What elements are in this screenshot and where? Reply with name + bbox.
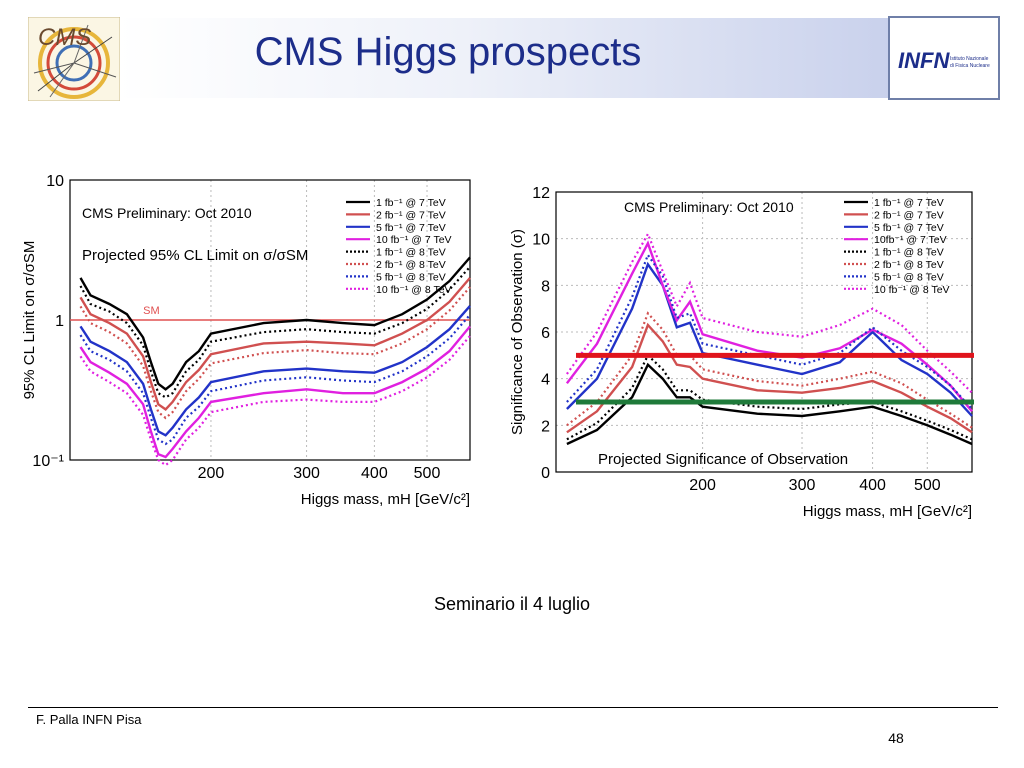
y-tick-label: 6 xyxy=(541,325,550,342)
y-tick-label: 0 xyxy=(541,465,550,482)
y-tick-label: 10 xyxy=(46,173,64,190)
x-tick-label: 200 xyxy=(198,465,225,482)
y-axis-label: Significance of Observation (σ) xyxy=(509,229,526,435)
x-tick-label: 400 xyxy=(859,477,886,494)
cms-logo-icon: CMS xyxy=(27,16,121,102)
chart-subtitle: Projected Significance of Observation xyxy=(598,451,848,468)
y-tick-label: 12 xyxy=(532,185,550,202)
footer-author: F. Palla INFN Pisa xyxy=(36,712,142,727)
y-tick-label: 1 xyxy=(55,313,64,330)
sm-reference-label: SM xyxy=(143,305,160,317)
y-tick-label: 10 xyxy=(532,232,550,249)
series-line xyxy=(566,261,973,417)
series-line xyxy=(79,305,471,437)
legend-label: 10fb⁻¹ @ 7 TeV xyxy=(874,234,947,246)
x-tick-label: 200 xyxy=(689,477,716,494)
slide-caption: Seminario il 4 luglio xyxy=(433,594,591,614)
legend-label: 1 fb⁻¹ @ 7 TeV xyxy=(376,197,446,209)
legend-label: 2 fb⁻¹ @ 8 TeV xyxy=(874,259,944,271)
series-line xyxy=(566,252,973,410)
svg-text:di Fisica Nucleare: di Fisica Nucleare xyxy=(950,63,990,69)
page-number: 48 xyxy=(888,730,904,746)
legend-label: 5 fb⁻¹ @ 8 TeV xyxy=(376,271,446,283)
title-band xyxy=(118,18,890,98)
legend-label: 2 fb⁻¹ @ 7 TeV xyxy=(376,209,446,221)
limit-chart: 200 300 400 500 10 1 10⁻¹ Higgs mass, mH [GeV/c… xyxy=(20,160,476,522)
series-line xyxy=(566,311,973,429)
legend-label: 2 fb⁻¹ @ 8 TeV xyxy=(376,259,446,271)
series-line xyxy=(79,335,471,467)
series-line xyxy=(79,266,471,399)
legend-label: 10 fb⁻¹ @ 8 TeV xyxy=(874,284,950,296)
chart-subtitle: Projected 95% CL Limit on σ/σSM xyxy=(82,247,308,264)
x-axis-label: Higgs mass, mH [GeV/c²] xyxy=(803,503,972,520)
y-tick-label: 10⁻¹ xyxy=(32,453,64,470)
chart-title: CMS Preliminary: Oct 2010 xyxy=(624,199,794,215)
svg-text:INFN: INFN xyxy=(898,48,950,73)
series-line xyxy=(79,314,471,446)
series-line xyxy=(79,286,471,420)
legend-label: 10 fb⁻¹ @ 7 TeV xyxy=(376,234,452,246)
legend-label: 10 fb⁻¹ @ 8 TeV xyxy=(376,284,452,296)
legend-label: 5 fb⁻¹ @ 7 TeV xyxy=(376,222,446,234)
svg-text:Istituto Nazionale: Istituto Nazionale xyxy=(950,56,989,62)
x-tick-label: 400 xyxy=(361,465,388,482)
svg-text:CMS: CMS xyxy=(38,24,91,51)
plot-frame xyxy=(555,191,973,473)
significance-chart: 200 300 400 500 0 2 4 6 8 10 12 Higgs mass, mH [GeV… xyxy=(506,172,976,534)
series-line xyxy=(79,277,471,411)
series-line xyxy=(566,362,973,446)
series-line xyxy=(79,325,471,459)
chart-title: CMS Preliminary: Oct 2010 xyxy=(82,205,252,221)
y-tick-label: 8 xyxy=(541,278,550,295)
legend-label: 5 fb⁻¹ @ 8 TeV xyxy=(874,271,944,283)
footer-divider xyxy=(28,707,998,708)
x-tick-label: 500 xyxy=(914,477,941,494)
y-tick-label: 2 xyxy=(541,418,550,435)
x-tick-label: 500 xyxy=(414,465,441,482)
legend-label: 1 fb⁻¹ @ 8 TeV xyxy=(376,247,446,259)
legend-label: 1 fb⁻¹ @ 8 TeV xyxy=(874,247,944,259)
x-axis-label: Higgs mass, mH [GeV/c²] xyxy=(301,491,470,508)
y-axis-label: 95% CL Limit on σ/σSM xyxy=(21,241,38,400)
series-line xyxy=(79,256,471,391)
legend-label: 1 fb⁻¹ @ 7 TeV xyxy=(874,197,944,209)
x-tick-label: 300 xyxy=(293,465,320,482)
legend-label: 5 fb⁻¹ @ 7 TeV xyxy=(874,222,944,234)
series-line xyxy=(566,231,973,394)
x-tick-label: 300 xyxy=(789,477,816,494)
legend-label: 2 fb⁻¹ @ 7 TeV xyxy=(874,209,944,221)
y-tick-label: 4 xyxy=(541,372,550,389)
infn-logo-icon: INFN Istituto Nazionale di Fisica Nuclea… xyxy=(888,16,1000,100)
series-line xyxy=(566,353,973,441)
slide-title: CMS Higgs prospects xyxy=(254,30,642,74)
